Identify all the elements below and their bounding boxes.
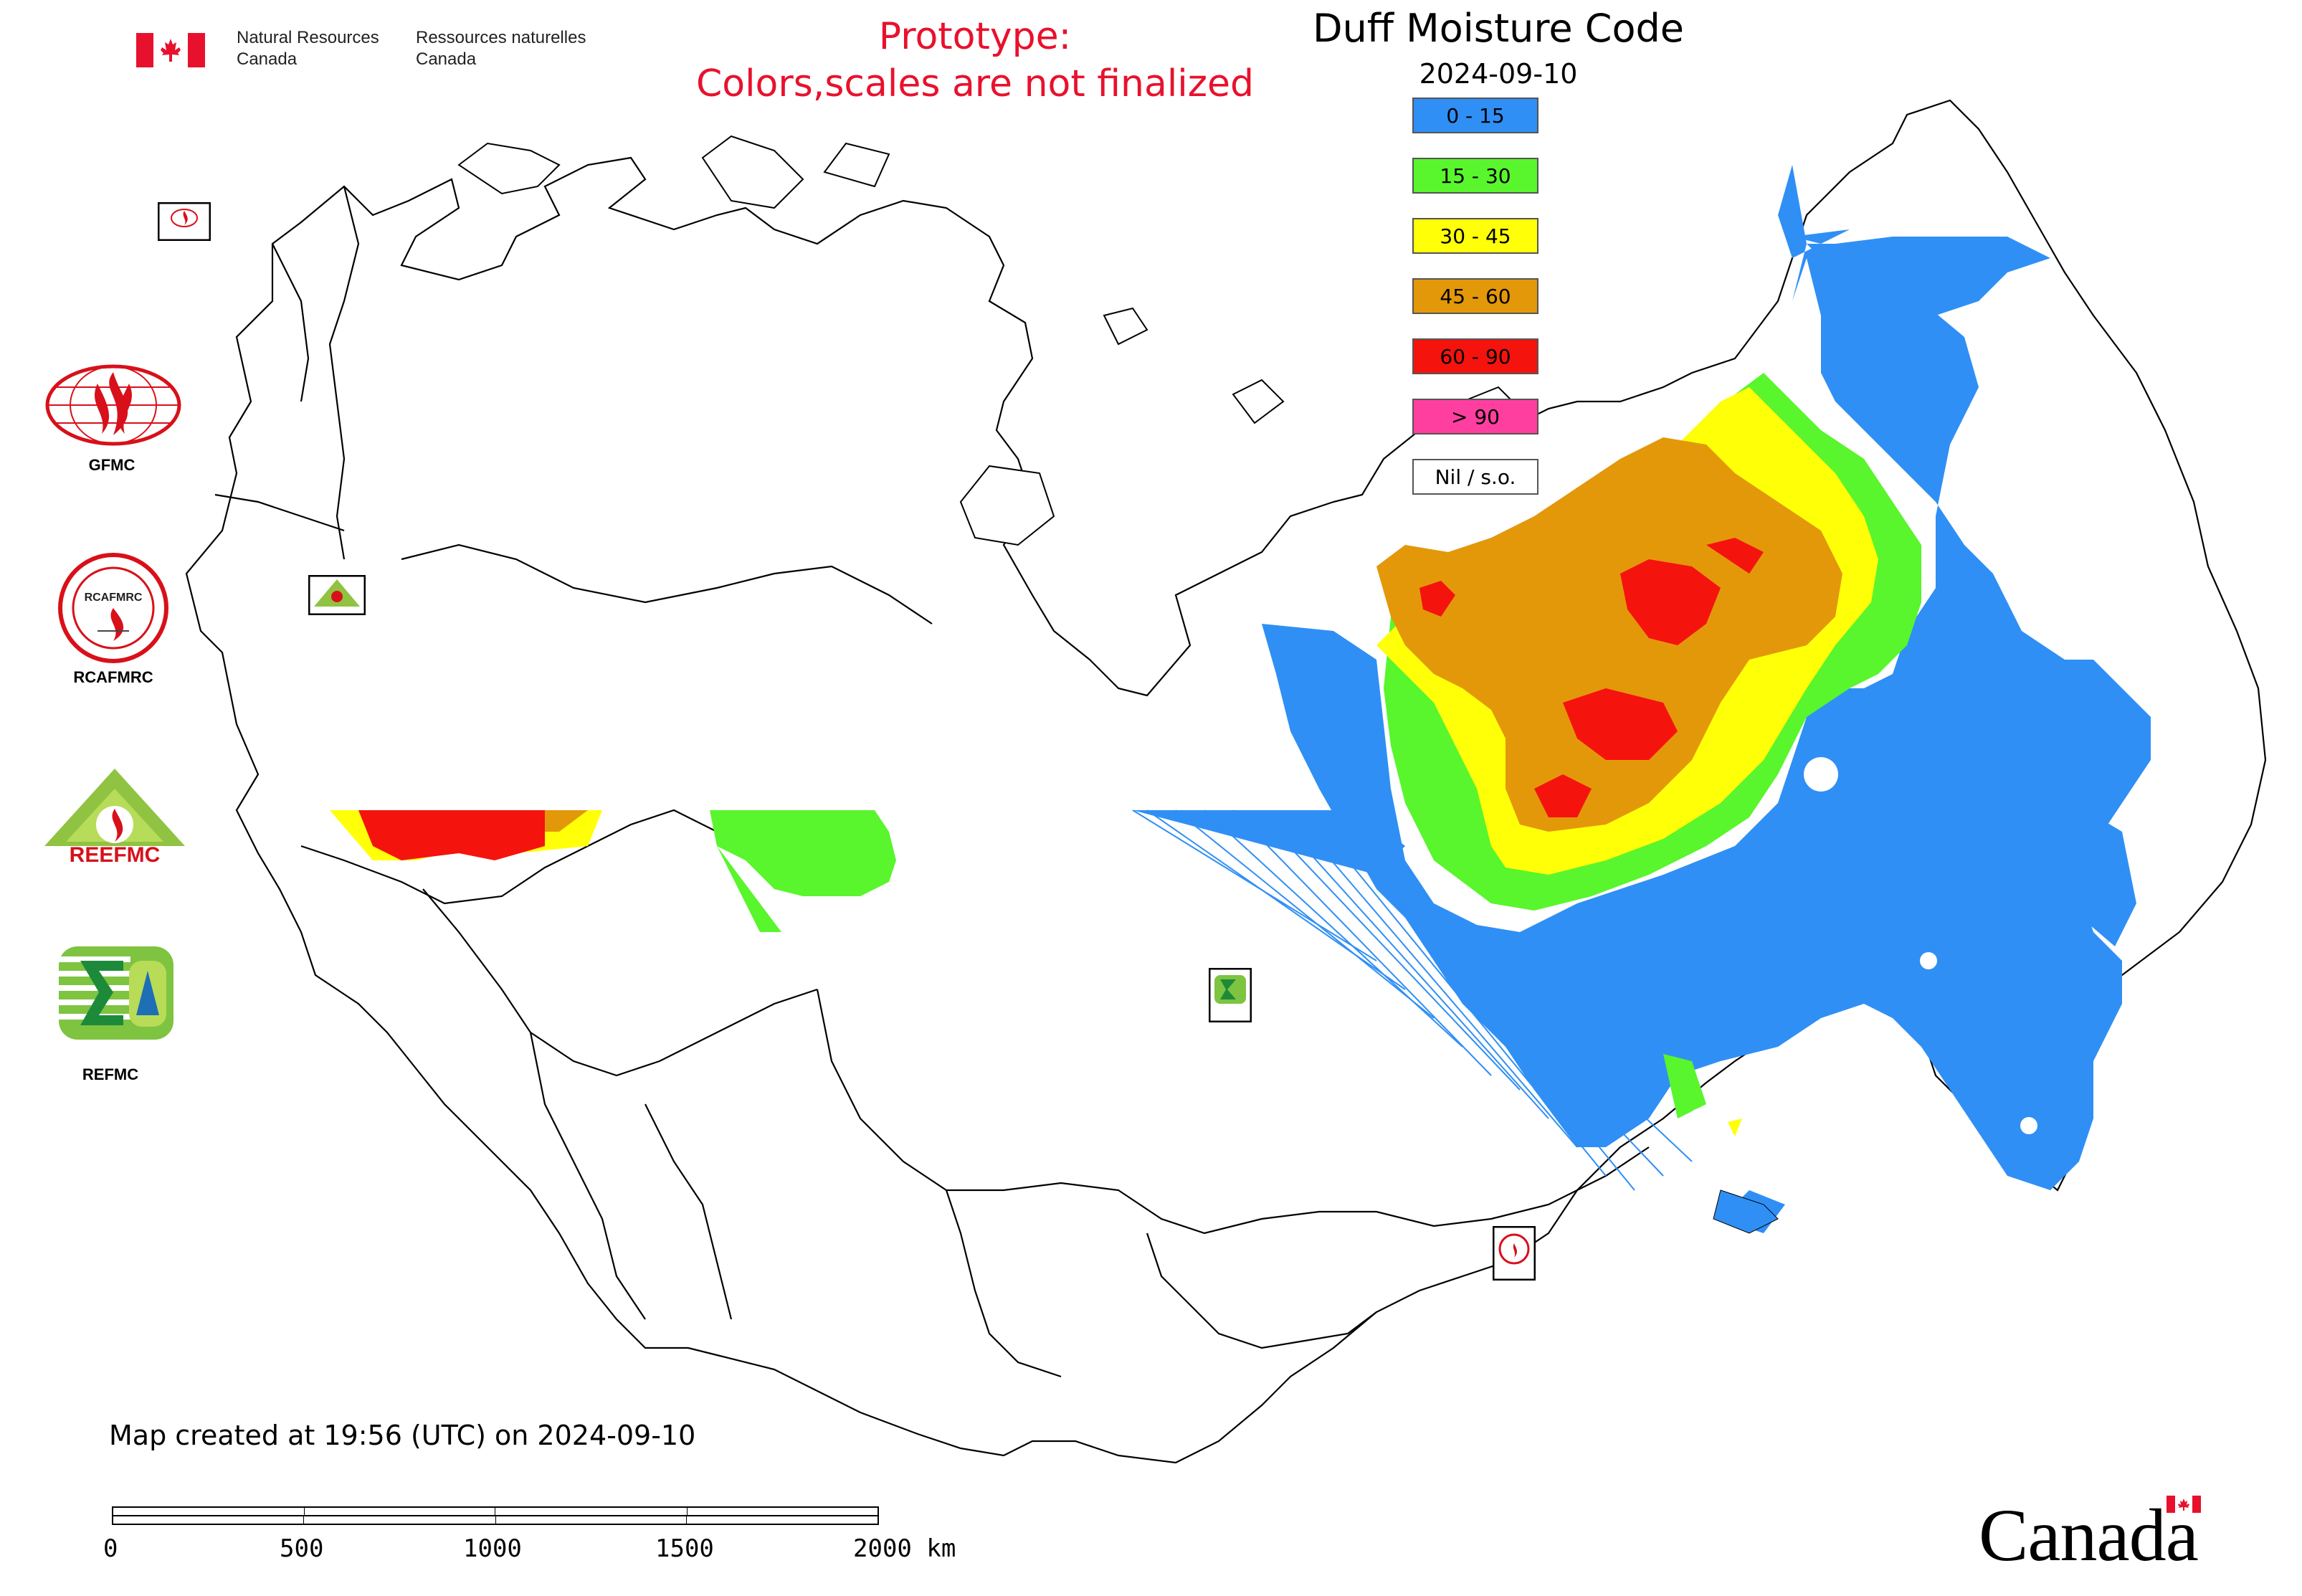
scale-tick-1500: 1500 xyxy=(655,1534,714,1563)
agency-name-fr: Ressources naturelles Canada xyxy=(416,27,586,70)
legend-item-0-15: 0 - 15 xyxy=(1412,98,1538,133)
canada-flag-icon xyxy=(136,33,205,67)
legend-item-over-90: > 90 xyxy=(1412,399,1538,434)
canada-wordmark-text: Canada xyxy=(1979,1494,2199,1577)
agency-name-en: Natural Resources Canada xyxy=(237,27,379,70)
agency-name-fr-line2: Canada xyxy=(416,49,477,69)
sakhalin-japan xyxy=(1713,1189,1779,1234)
gfmc-label: GFMC xyxy=(88,456,135,474)
scale-tick-0: 0 xyxy=(103,1534,118,1563)
legend: 0 - 15 15 - 30 30 - 45 45 - 60 60 - 90 >… xyxy=(1412,98,1541,506)
refmc-label: REFMC xyxy=(82,1065,139,1083)
agency-name-en-line2: Canada xyxy=(237,49,298,69)
reefmc-logo: REEFMC xyxy=(44,769,185,867)
legend-item-60-90: 60 - 90 xyxy=(1412,338,1538,374)
nil-spots xyxy=(1689,757,2037,1134)
legend-label: 0 - 15 xyxy=(1446,103,1505,128)
scale-bar: 0 500 1000 1500 2000 km xyxy=(103,1491,968,1563)
reefmc-logo-text: REEFMC xyxy=(70,843,161,867)
scale-tick-500: 500 xyxy=(280,1534,324,1563)
legend-item-45-60: 45 - 60 xyxy=(1412,278,1538,314)
legend-item-15-30: 15 - 30 xyxy=(1412,158,1538,194)
reefmc-map-marker xyxy=(308,575,366,615)
scale-bar-graphic xyxy=(112,1506,879,1525)
legend-label: 30 - 45 xyxy=(1440,224,1511,248)
legend-label: 45 - 60 xyxy=(1440,284,1511,308)
rcafmrc-map-marker xyxy=(1493,1226,1536,1281)
dmc-field-orange xyxy=(516,437,1842,832)
scale-tick-1000: 1000 xyxy=(463,1534,522,1563)
arctic-islands xyxy=(457,135,1521,546)
agency-name-fr-line1: Ressources naturelles xyxy=(416,28,586,47)
map-created-timestamp: Map created at 19:56 (UTC) on 2024-09-10 xyxy=(109,1420,696,1451)
refmc-map-marker xyxy=(1209,968,1252,1022)
rcafmrc-logo: RCAFMRC xyxy=(58,553,168,663)
legend-label: 60 - 90 xyxy=(1440,344,1511,369)
legend-label: Nil / s.o. xyxy=(1435,465,1516,489)
country-boundaries xyxy=(185,99,2267,1464)
legend-label: > 90 xyxy=(1451,404,1500,429)
gfmc-logo xyxy=(45,364,181,446)
scale-tick-2000: 2000 km xyxy=(853,1534,956,1563)
legend-item-nil: Nil / s.o. xyxy=(1412,459,1538,495)
dmc-field-stripes-blue xyxy=(1132,809,1693,1191)
map-title: Duff Moisture Code xyxy=(1313,6,1684,51)
refmc-logo xyxy=(59,946,173,1040)
prototype-notice: Prototype: Colors,scales are not finaliz… xyxy=(645,13,1305,108)
map-date: 2024-09-10 xyxy=(1419,58,1578,90)
prototype-notice-line2: Colors,scales are not finalized xyxy=(695,62,1255,105)
rcafmrc-label: RCAFMRC xyxy=(73,668,153,686)
canada-wordmark: Canada xyxy=(1979,1493,2201,1578)
legend-label: 15 - 30 xyxy=(1440,163,1511,188)
agency-name-en-line1: Natural Resources xyxy=(237,28,379,47)
rcafmrc-logo-text: RCAFMRC xyxy=(85,592,143,604)
prototype-notice-line1: Prototype: xyxy=(878,15,1072,58)
wordmark-flag-icon xyxy=(2167,1496,2201,1513)
gfmc-map-marker xyxy=(158,202,211,241)
legend-item-30-45: 30 - 45 xyxy=(1412,218,1538,254)
agency-signature: Natural Resources Canada Ressources natu… xyxy=(136,27,609,77)
dmc-field-red xyxy=(358,538,1764,860)
